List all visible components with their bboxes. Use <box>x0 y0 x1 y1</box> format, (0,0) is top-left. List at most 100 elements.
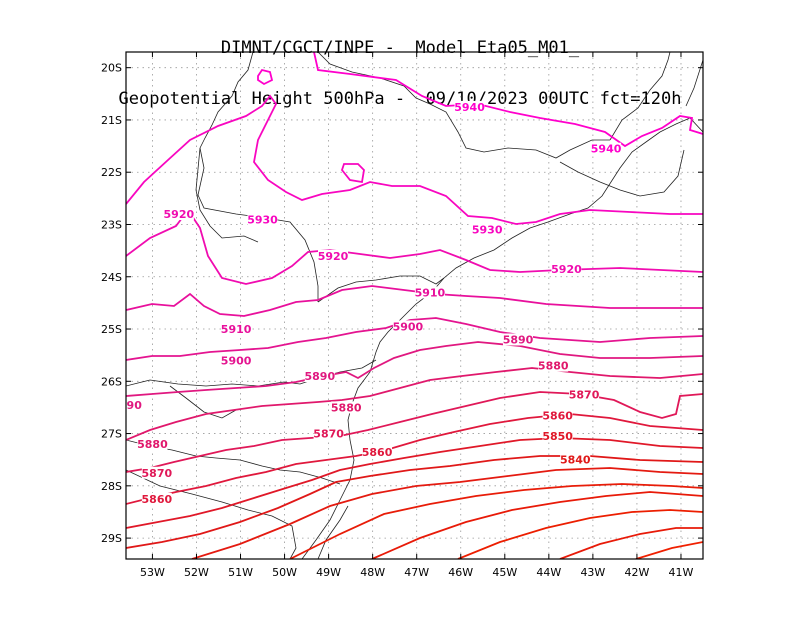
y-tick-label: 23S <box>101 218 122 231</box>
contour-line <box>371 491 703 559</box>
contour-label: 5840 <box>560 454 591 467</box>
contour-label-bg <box>560 453 591 466</box>
x-tick-label: 43W <box>580 566 605 579</box>
contour-label: 5920 <box>551 263 582 276</box>
contour-label-bg <box>542 430 573 443</box>
y-tick-label: 27S <box>101 428 122 441</box>
state-border-sp-pr <box>317 275 445 303</box>
contour-label-bg <box>503 333 534 346</box>
contour-label-bg <box>392 320 423 333</box>
river-parana <box>195 147 259 243</box>
border-paraguay-argentina <box>169 385 237 419</box>
x-tick-label: 42W <box>624 566 649 579</box>
contour-line <box>313 52 703 148</box>
contour-label-bg <box>472 223 503 236</box>
coast-es <box>685 59 703 107</box>
contour-label-bg <box>247 213 278 226</box>
x-tick-label: 48W <box>360 566 385 579</box>
contour-label-bg <box>313 427 344 440</box>
contour-line <box>457 509 703 559</box>
x-tick-label: 49W <box>316 566 341 579</box>
contour-line <box>289 483 703 559</box>
state-border-mg-es <box>609 52 671 141</box>
contour-label-bg <box>304 370 335 383</box>
contour-line <box>126 94 703 225</box>
contour-label-bg <box>221 354 252 367</box>
contour-label-bg <box>137 438 168 451</box>
contour-line <box>126 208 703 285</box>
map-area: 5940 5940 5930 5930 5920 5920 5920 5910 5910 5900… <box>119 52 703 559</box>
contour-line <box>126 341 703 397</box>
contour-label: 5920 <box>318 250 349 263</box>
contour-label: 5860 <box>362 446 393 459</box>
contour-label-bg <box>414 286 445 299</box>
map-frame <box>125 51 704 560</box>
x-tick-label: 52W <box>184 566 209 579</box>
y-tick-label: 24S <box>101 271 122 284</box>
contour-line <box>126 391 703 473</box>
contour-label-bg <box>538 359 569 372</box>
contour-line <box>191 467 703 559</box>
state-border-pr-sc <box>126 359 377 387</box>
contour-label-bg <box>551 262 582 275</box>
contour-label: 5940 <box>454 101 485 114</box>
contour-label: 5880 <box>538 360 569 373</box>
state-border-mg-rj <box>559 149 685 197</box>
contour-label: 890 <box>119 399 142 412</box>
contour-label-bg <box>542 409 573 422</box>
contour-label: 5900 <box>393 320 424 333</box>
x-tick-label: 51W <box>228 566 253 579</box>
contour-label: 5880 <box>331 401 362 414</box>
y-tick-label: 26S <box>101 375 122 388</box>
title-line-2: Geopotential Height 500hPa - 09/10/2023 … <box>118 89 682 109</box>
contour-label-bg <box>569 388 600 401</box>
contour-label: 5920 <box>164 208 195 221</box>
contour-labels: 5940 5940 5930 5930 5920 5920 5920 5910 5910 5900… <box>119 100 622 506</box>
contour-label: 5930 <box>472 224 503 237</box>
contour-label-bg <box>126 398 142 411</box>
contour-label-bg <box>141 466 172 479</box>
contour-line <box>126 437 703 529</box>
x-tick-label: 53W <box>140 566 165 579</box>
contour-label: 5890 <box>304 370 335 383</box>
y-tick-label: 25S <box>101 323 122 336</box>
contour-label: 5860 <box>542 409 573 422</box>
contour-line <box>559 527 703 559</box>
y-tick-label: 22S <box>101 166 122 179</box>
x-tick-label: 50W <box>272 566 297 579</box>
contour-line <box>126 367 703 441</box>
lagoa-dos-patos <box>317 505 349 559</box>
contour-line <box>635 541 703 559</box>
contour-label-bg <box>141 492 172 505</box>
contour-line <box>126 317 703 361</box>
contour-label-bg <box>163 208 194 221</box>
contour-label: 5890 <box>503 333 534 346</box>
contour-line <box>126 455 703 549</box>
contour-label: 5870 <box>313 428 344 441</box>
x-tick-label: 47W <box>404 566 429 579</box>
contour-line <box>126 285 703 317</box>
contour-label: 5860 <box>142 493 173 506</box>
contour-label: 5910 <box>221 323 252 336</box>
contour-label: 5900 <box>221 354 252 367</box>
contour-label-bg <box>591 142 622 155</box>
contour-label: 5850 <box>542 430 573 443</box>
y-tick-label: 29S <box>101 532 122 545</box>
contour-label-bg <box>331 401 362 414</box>
y-tick-label: 20S <box>101 62 122 75</box>
contour-label-bg <box>221 323 252 336</box>
x-tick-label: 46W <box>448 566 473 579</box>
y-tick-label: 28S <box>101 480 122 493</box>
x-tick-label: 41W <box>669 566 694 579</box>
axis-ticks: 53W 52W 51W 50W 49W 48W 47W 46W 45W 44W 43W 42W 41W 2… <box>101 52 703 579</box>
contour-label-bg <box>454 100 485 113</box>
coast-sp-rj <box>301 117 703 559</box>
state-border-mg-sp <box>199 52 254 149</box>
contour-label: 5870 <box>569 388 600 401</box>
x-tick-label: 45W <box>492 566 517 579</box>
contour-label: 5870 <box>142 467 173 480</box>
contour-label-bg <box>362 445 393 458</box>
contour-label: 5910 <box>415 286 446 299</box>
contour-label-bg <box>318 249 349 262</box>
